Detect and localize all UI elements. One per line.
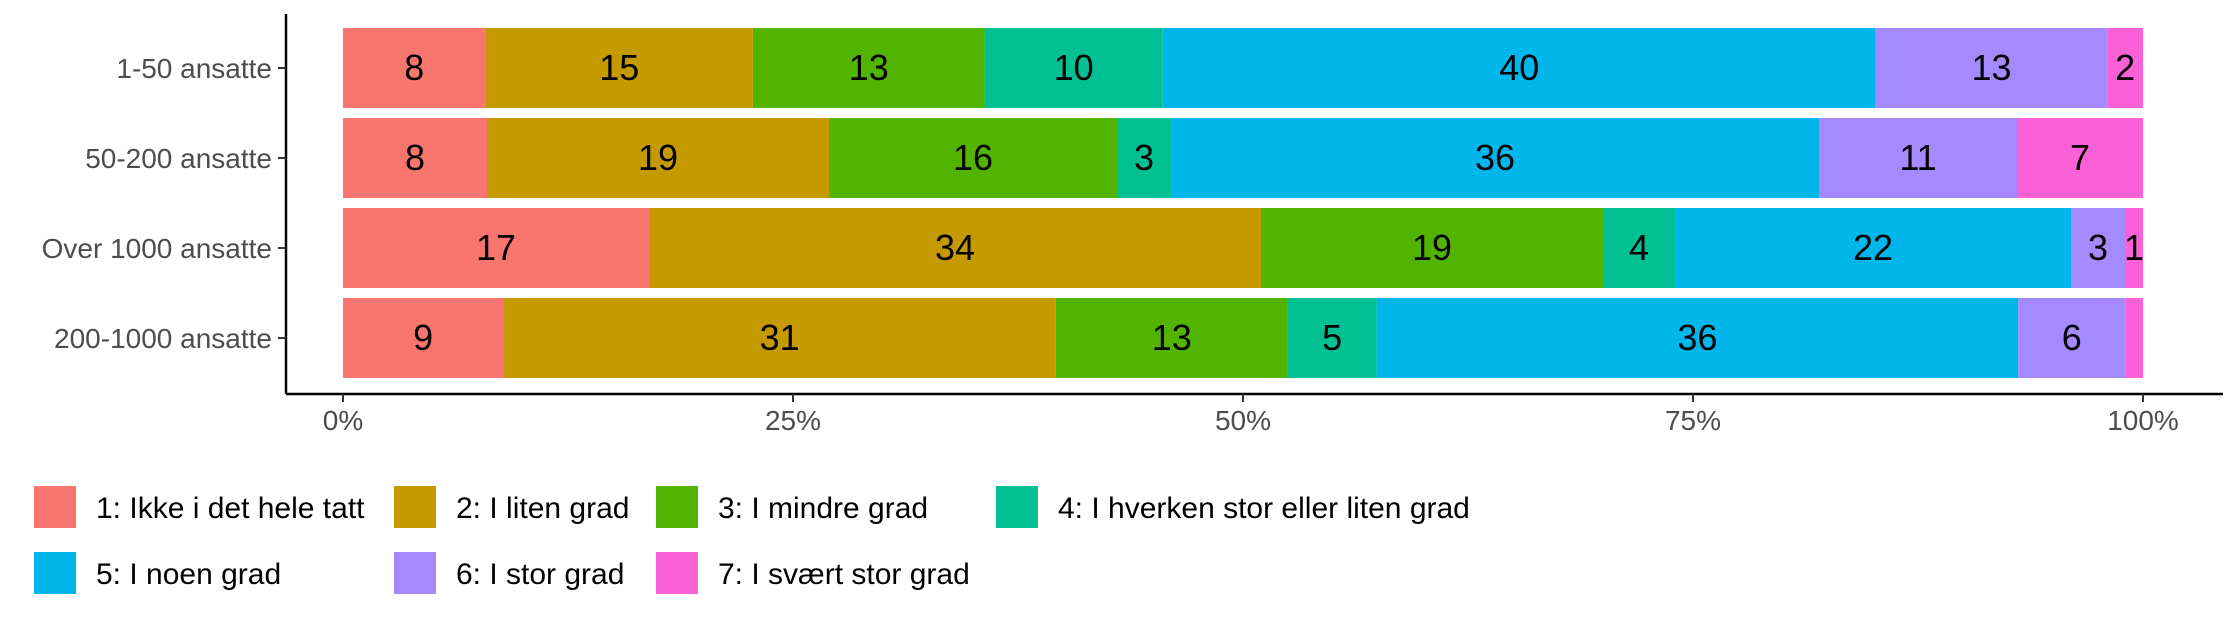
- legend-key-2: [394, 486, 436, 528]
- data-label-50-200-ansatte-5: 36: [1475, 137, 1515, 178]
- bar-segment-over-1000-ansatte-6: [2071, 208, 2125, 288]
- data-label-over-1000-ansatte-5: 22: [1853, 227, 1893, 268]
- legend-label-3: 3: I mindre grad: [718, 492, 928, 525]
- data-label-over-1000-ansatte-1: 17: [476, 227, 516, 268]
- legend-key-1: [34, 486, 76, 528]
- bar-segment-50-200-ansatte-6: [1819, 118, 2017, 198]
- bar-segment-200-1000-ansatte-1: [343, 298, 504, 378]
- data-label-1-50-ansatte-7: 2: [2115, 47, 2135, 88]
- legend-key-5: [34, 552, 76, 594]
- data-label-over-1000-ansatte-3: 19: [1412, 227, 1452, 268]
- legend-label-2: 2: I liten grad: [456, 492, 629, 525]
- bar-segment-over-1000-ansatte-5: [1675, 208, 2071, 288]
- data-label-over-1000-ansatte-2: 34: [935, 227, 975, 268]
- bar-segment-200-1000-ansatte-6: [2018, 298, 2126, 378]
- legend-label-6: 6: I stor grad: [456, 558, 624, 591]
- bar-segment-200-1000-ansatte-7: [2125, 298, 2143, 378]
- legend-key-7: [656, 552, 698, 594]
- y-tick-label-over-1000-ansatte: Over 1000 ansatte: [42, 233, 272, 264]
- x-tick-label-75: 75%: [1665, 405, 1721, 436]
- bar-segment-over-1000-ansatte-1: [343, 208, 649, 288]
- data-label-1-50-ansatte-4: 10: [1054, 47, 1094, 88]
- data-label-1-50-ansatte-1: 8: [404, 47, 424, 88]
- bar-segment-50-200-ansatte-4: [1117, 118, 1171, 198]
- data-label-1-50-ansatte-5: 40: [1499, 47, 1539, 88]
- bar-segment-1-50-ansatte-1: [343, 28, 486, 108]
- x-tick-label-25: 25%: [765, 405, 821, 436]
- bar-segment-50-200-ansatte-5: [1171, 118, 1819, 198]
- data-label-50-200-ansatte-1: 8: [405, 137, 425, 178]
- data-label-50-200-ansatte-4: 3: [1134, 137, 1154, 178]
- data-label-200-1000-ansatte-1: 9: [413, 317, 433, 358]
- bar-segment-over-1000-ansatte-3: [1261, 208, 1603, 288]
- bar-segment-over-1000-ansatte-2: [649, 208, 1261, 288]
- legend-key-6: [394, 552, 436, 594]
- bar-segment-1-50-ansatte-7: [2107, 28, 2143, 108]
- axes-layer: 1-50 ansatte 50-200 ansatte Over 1000 ansa…: [42, 14, 2223, 436]
- bar-segment-1-50-ansatte-5: [1162, 28, 1876, 108]
- data-label-50-200-ansatte-6: 11: [1899, 137, 1936, 178]
- data-label-50-200-ansatte-7: 7: [2070, 137, 2090, 178]
- data-label-1-50-ansatte-6: 13: [1971, 47, 2011, 88]
- bar-segment-1-50-ansatte-3: [752, 28, 985, 108]
- data-label-200-1000-ansatte-4: 5: [1322, 317, 1342, 358]
- bar-segment-200-1000-ansatte-5: [1376, 298, 2019, 378]
- bar-segment-1-50-ansatte-2: [485, 28, 753, 108]
- data-label-200-1000-ansatte-6: 6: [2062, 317, 2082, 358]
- legend-label-4: 4: I hverken stor eller liten grad: [1058, 492, 1470, 525]
- legend: 1: Ikke i det hele tatt 2: I liten grad 3:…: [34, 486, 1470, 594]
- bar-segment-1-50-ansatte-6: [1875, 28, 2108, 108]
- bar-segment-50-200-ansatte-7: [2017, 118, 2143, 198]
- bar-segment-200-1000-ansatte-2: [503, 298, 1056, 378]
- x-tick-label-0: 0%: [323, 405, 363, 436]
- data-label-1-50-ansatte-2: 15: [599, 47, 639, 88]
- bars-layer: 8 15 13 10 40 13 28 19 16 3 36 11 717 34 19 4 22 3 19 31 13 5…: [343, 28, 2144, 378]
- y-tick-label-50-200-ansatte: 50-200 ansatte: [85, 143, 272, 174]
- bar-segment-50-200-ansatte-2: [487, 118, 829, 198]
- data-label-200-1000-ansatte-3: 13: [1152, 317, 1192, 358]
- x-tick-label-100: 100%: [2107, 405, 2179, 436]
- bar-segment-200-1000-ansatte-4: [1287, 298, 1377, 378]
- legend-key-3: [656, 486, 698, 528]
- bar-segment-over-1000-ansatte-7: [2125, 208, 2143, 288]
- legend-key-4: [996, 486, 1038, 528]
- data-label-1-50-ansatte-3: 13: [849, 47, 889, 88]
- y-tick-label-1-50-ansatte: 1-50 ansatte: [116, 53, 272, 84]
- data-label-over-1000-ansatte-7: 1: [2124, 227, 2144, 268]
- x-tick-label-50: 50%: [1215, 405, 1271, 436]
- bar-segment-50-200-ansatte-3: [829, 118, 1117, 198]
- data-label-over-1000-ansatte-6: 3: [2088, 227, 2108, 268]
- legend-label-5: 5: I noen grad: [96, 558, 281, 591]
- legend-label-1: 1: Ikke i det hele tatt: [96, 492, 365, 525]
- bar-segment-over-1000-ansatte-4: [1603, 208, 1675, 288]
- data-label-over-1000-ansatte-4: 4: [1629, 227, 1649, 268]
- legend-label-7: 7: I svært stor grad: [718, 558, 970, 591]
- data-label-200-1000-ansatte-5: 36: [1677, 317, 1717, 358]
- data-label-50-200-ansatte-3: 16: [953, 137, 993, 178]
- data-label-200-1000-ansatte-2: 31: [760, 317, 800, 358]
- y-tick-label-200-1000-ansatte: 200-1000 ansatte: [54, 323, 272, 354]
- bar-segment-200-1000-ansatte-3: [1055, 298, 1288, 378]
- data-label-50-200-ansatte-2: 19: [638, 137, 678, 178]
- bar-segment-1-50-ansatte-4: [984, 28, 1163, 108]
- bar-segment-50-200-ansatte-1: [343, 118, 487, 198]
